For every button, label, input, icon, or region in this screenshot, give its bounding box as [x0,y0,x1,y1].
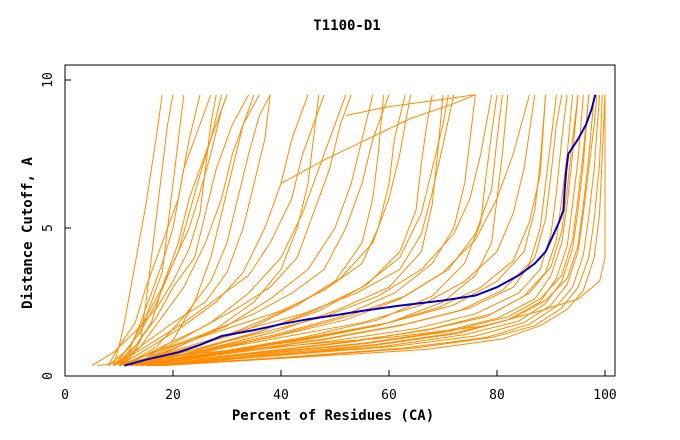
model-line-37 [140,94,509,367]
x-axis-ticks: 0 20 40 60 80 100 [61,370,617,403]
model-line-51 [129,94,433,367]
model-line-41 [129,94,374,367]
model-line-6 [113,94,250,366]
model-line-45 [140,94,503,367]
y-tick-label: 0 [41,372,56,380]
model-line-36 [129,94,498,367]
model-line-50 [162,94,595,367]
model-line-23 [145,94,579,367]
plot-frame [64,64,616,377]
model-line-5 [118,94,228,366]
model-line-1 [113,94,163,366]
model-line-16 [118,94,493,367]
model-line-35 [135,94,444,367]
model-line-28 [151,94,603,367]
x-tick-label: 100 [593,388,616,403]
model-line-11 [113,94,325,367]
model-line-29 [162,94,606,367]
x-tick-label: 20 [165,388,181,403]
model-line-8 [118,94,260,366]
y-tick-label: 10 [41,72,56,88]
model-line-39 [124,94,271,367]
model-line-47 [145,94,563,367]
x-tick-label: 40 [273,388,289,403]
x-tick-label: 80 [489,388,505,403]
y-axis-label: Distance Cutoff, A [20,157,36,309]
model-line-49 [156,94,590,367]
model-line-32 [107,94,228,366]
x-tick-label: 0 [61,388,69,403]
x-tick-label: 60 [381,388,397,403]
model-line-13 [118,94,390,367]
model-line-14 [129,94,406,367]
chart-title: T1100-D1 [313,18,380,34]
model-line-26 [145,94,598,367]
model-line-2 [107,94,212,366]
model-line-25 [151,94,590,367]
model-line-27 [156,94,601,367]
model-line-40 [118,94,347,367]
x-axis-label: Percent of Residues (CA) [232,408,434,424]
model-line-9 [113,94,271,367]
model-line-12 [124,94,352,367]
background-model-lines [91,94,606,367]
highlighted-model-line [124,94,597,367]
model-line-53 [345,94,476,116]
model-line-31 [118,94,255,367]
model-line-54 [280,94,476,185]
model-line-48 [151,94,579,367]
model-line-44 [91,94,217,367]
model-line-43 [145,94,449,367]
model-line-18 [124,94,536,367]
model-line-10 [118,94,309,367]
model-line-52 [124,94,476,367]
model-line-46 [135,94,547,367]
model-line-38 [113,94,174,367]
model-line-20 [129,94,557,367]
highlighted-model-path [124,94,597,367]
y-tick-label: 5 [41,224,56,232]
model-line-24 [140,94,584,367]
y-axis-ticks: 0 5 10 [41,72,71,380]
